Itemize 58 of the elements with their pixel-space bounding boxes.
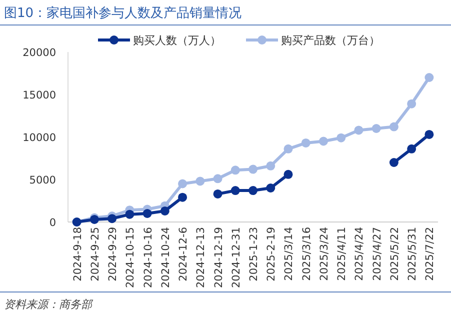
y-tick-label: 10000 (22, 132, 56, 144)
x-tick-label: 2025/4/27 (371, 227, 384, 281)
x-tick-label: 2024-10-16 (142, 226, 154, 288)
legend-label: 购买产品数（万台） (281, 34, 380, 47)
x-tick-label: 2025/3/24 (318, 226, 330, 281)
point (284, 144, 293, 154)
point (230, 166, 240, 175)
text: 资料来源：商务部 (4, 298, 94, 311)
point (125, 210, 134, 219)
point (230, 186, 240, 196)
x-tick-label: 2025/7/22 (424, 227, 436, 281)
point (389, 158, 398, 167)
chart-title: 图10：家电国补参与人数及产品销量情况 (4, 5, 242, 21)
x-tick-label: 2024-12-31 (230, 227, 242, 288)
point (301, 138, 310, 148)
point (372, 124, 381, 133)
point (142, 209, 152, 218)
x-tick-label: 2025-2-19 (266, 227, 278, 282)
point (213, 174, 222, 184)
point (336, 133, 346, 142)
point (160, 206, 170, 216)
x-tick-label: 2024-12-19 (212, 227, 225, 288)
point (248, 186, 258, 196)
legend-label: 购买人数（万人） (133, 34, 221, 47)
x-tick-label: 2024-12-13 (195, 227, 208, 288)
x-tick-label: 2025/3/14 (283, 226, 296, 281)
point (266, 161, 276, 170)
point (407, 99, 416, 108)
x-tick-label: 2025-1-23 (248, 227, 260, 282)
x-tick-label: 2025/5/22 (388, 227, 401, 281)
point (213, 189, 222, 198)
y-tick-label: 15000 (22, 90, 56, 102)
point (196, 176, 205, 186)
y-tick-label: 20000 (22, 47, 56, 59)
x-tick-label: 2024-10-15 (124, 227, 137, 288)
point (389, 122, 398, 132)
x-tick-label: 2024-9-29 (107, 227, 120, 282)
point (284, 170, 293, 179)
point (354, 126, 364, 135)
x-tick-label: 2025/5/31 (406, 227, 419, 281)
x-tick-label: 2024-9-25 (89, 227, 102, 282)
x-tick-label: 2024-10-24 (160, 226, 172, 288)
point (266, 184, 276, 192)
point (318, 136, 328, 146)
x-tick-label: 2025/4/11 (336, 227, 348, 281)
point (178, 179, 188, 188)
point (178, 192, 188, 202)
y-tick-label: 5000 (29, 174, 56, 186)
x-tick-label: 2025/4/24 (354, 226, 366, 281)
point (108, 214, 117, 224)
y-tick-label: 0 (49, 217, 56, 229)
x-tick-label: 2025/3/16 (300, 226, 313, 281)
x-tick-label: 2024-9-18 (72, 227, 84, 282)
point (424, 73, 434, 82)
point (248, 164, 258, 174)
point (424, 130, 434, 139)
point (407, 144, 416, 154)
x-tick-label: 2024-12-6 (178, 226, 190, 282)
